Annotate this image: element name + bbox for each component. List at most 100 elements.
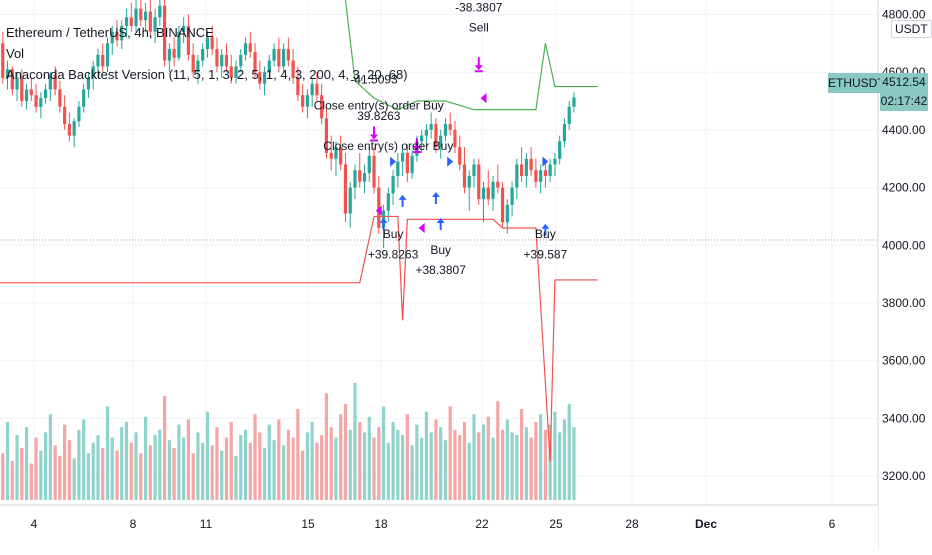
price-tick-label: 4000.00	[882, 238, 926, 252]
candle-body	[301, 95, 305, 107]
candle-body	[405, 152, 409, 174]
candle-body	[158, 5, 162, 18]
candle-body	[272, 49, 276, 61]
volume-bar	[124, 422, 129, 500]
candle-body	[210, 37, 214, 50]
candle-body	[505, 204, 509, 223]
date-axis-panel	[0, 505, 878, 550]
candle-body	[243, 43, 248, 55]
volume-bar	[105, 406, 110, 500]
trade-annotation: Close entry(s) order Buy	[314, 99, 444, 113]
volume-bar	[258, 432, 262, 500]
candle-body	[177, 31, 181, 58]
candle-body	[277, 49, 281, 67]
symbol-title[interactable]: Ethereum / TetherUS, 4h, BINANCE	[6, 25, 214, 40]
volume-bar	[262, 448, 267, 500]
candle-body	[115, 31, 119, 41]
volume-bar	[329, 427, 333, 500]
stop-loss-line	[0, 215, 598, 462]
volume-bar	[1, 453, 5, 500]
volume-bar	[553, 411, 557, 500]
volume-bar	[248, 442, 252, 500]
volume-bar	[253, 414, 257, 500]
volume-bar	[301, 450, 305, 500]
volume-bar	[405, 414, 409, 500]
volume-bar	[134, 432, 138, 500]
volume-bar	[58, 455, 62, 500]
candle-body	[29, 89, 33, 96]
volume-bar	[377, 427, 381, 500]
volume-bar	[491, 437, 495, 500]
volume-bar	[177, 424, 181, 500]
volume-bar	[163, 396, 167, 500]
candle-body	[1, 43, 5, 78]
candle-body	[39, 98, 43, 107]
candle-body	[224, 54, 229, 67]
candle-body	[496, 181, 500, 188]
volume-bar	[448, 406, 452, 500]
trade-annotation: +38.3807	[415, 263, 466, 277]
volume-bar	[543, 429, 547, 500]
volume-bar	[220, 450, 224, 500]
candle-body	[562, 124, 567, 142]
volume-bar	[534, 422, 538, 500]
candle-body	[110, 31, 114, 44]
candle-body	[172, 49, 176, 58]
candle-body	[453, 129, 457, 148]
volume-bar	[324, 393, 329, 500]
volume-bar	[420, 437, 424, 500]
candle-body	[186, 25, 190, 55]
trade-annotation: Close entry(s) order Buy	[323, 139, 453, 153]
candle-body	[362, 173, 367, 182]
candle-body	[205, 37, 210, 50]
volume-bar	[191, 453, 195, 500]
volume-bar	[462, 422, 467, 500]
candle-body	[448, 124, 452, 130]
candle-body	[167, 49, 171, 61]
volume-bar	[453, 429, 457, 500]
candle-body	[139, 8, 143, 21]
date-tick-label: 11	[200, 517, 213, 531]
price-tick-label: 4400.00	[882, 123, 926, 137]
volume-bar	[372, 437, 376, 500]
volume-bar	[167, 440, 171, 500]
volume-bar	[186, 419, 190, 500]
volume-bar	[229, 422, 233, 500]
exit-arrow-icon	[474, 57, 483, 71]
volume-bar	[267, 424, 271, 500]
volume-bar	[486, 416, 490, 500]
candle-body	[239, 54, 243, 67]
candle-body	[182, 25, 186, 32]
candle-body	[339, 147, 343, 165]
buy-arrow-icon	[431, 192, 440, 204]
candle-body	[420, 135, 424, 142]
volume-bar	[110, 437, 114, 500]
volume-bar	[381, 406, 386, 500]
triangle-left-icon	[375, 205, 382, 216]
candle-body	[48, 75, 52, 90]
volume-bar	[148, 445, 152, 500]
strategy-label[interactable]: Anaconda Backtest Version (11, 5, 1, 3, …	[6, 67, 408, 82]
candle-body	[553, 158, 557, 165]
volume-bar	[182, 437, 186, 500]
candle-body	[262, 72, 267, 84]
volume-bar	[443, 440, 448, 500]
date-tick-label: 28	[625, 517, 639, 531]
volume-bar	[86, 453, 91, 500]
currency-label[interactable]: USDT	[891, 20, 932, 38]
volume-bar	[558, 432, 562, 500]
last-price-value: 4512.54	[882, 75, 926, 89]
candle-body	[377, 187, 381, 228]
volume-bar	[539, 414, 543, 500]
volume-bar	[82, 419, 86, 500]
candle-body	[234, 66, 238, 78]
candle-body	[291, 60, 295, 78]
volume-indicator-label[interactable]: Vol	[6, 46, 25, 61]
candle-body	[15, 77, 19, 90]
volume-bar	[353, 383, 357, 500]
volume-bar	[129, 442, 133, 500]
candle-body	[191, 54, 195, 73]
trade-annotation: Buy	[383, 227, 404, 241]
